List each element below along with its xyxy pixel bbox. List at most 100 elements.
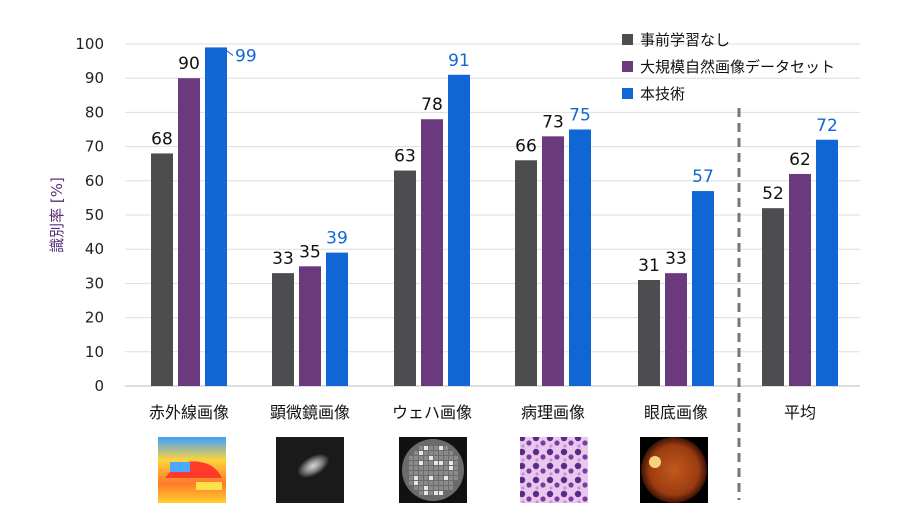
data-label: 75 — [569, 106, 591, 126]
wafer-die — [424, 491, 428, 495]
data-label: 99 — [235, 46, 257, 66]
wafer-thumbnail — [399, 437, 467, 503]
y-tick-label: 30 — [85, 274, 104, 292]
bar — [326, 252, 348, 386]
data-label: 33 — [665, 249, 687, 269]
wafer-die — [444, 471, 448, 475]
bar — [515, 160, 537, 386]
wafer-die — [419, 481, 423, 485]
data-label: 39 — [326, 229, 348, 249]
bars — [151, 47, 838, 387]
wafer-die — [439, 481, 443, 485]
wafer-die — [414, 456, 418, 460]
wafer-die — [429, 476, 433, 480]
wafer-die — [434, 481, 438, 485]
wafer-die — [434, 456, 438, 460]
wafer-die — [454, 476, 458, 480]
x-tick-label: 赤外線画像 — [149, 403, 229, 422]
wafer-die — [439, 486, 443, 490]
wafer-die — [434, 476, 438, 480]
wafer-die — [409, 481, 413, 485]
y-tick-label: 0 — [94, 377, 104, 395]
data-label: 66 — [515, 136, 537, 156]
y-tick-label: 90 — [85, 69, 104, 87]
wafer-die — [414, 476, 418, 480]
wafer-die — [434, 491, 438, 495]
wafer-die — [449, 466, 453, 470]
wafer-die — [444, 456, 448, 460]
wafer-die — [424, 451, 428, 455]
wafer-die — [429, 451, 433, 455]
bar — [151, 153, 173, 386]
wafer-die — [439, 446, 443, 450]
wafer-die — [424, 461, 428, 465]
wafer-die — [444, 461, 448, 465]
wafer-die — [449, 471, 453, 475]
data-label: 72 — [816, 116, 838, 136]
bar — [789, 173, 811, 386]
bar — [638, 279, 660, 386]
wafer-die — [424, 481, 428, 485]
category-labels: 赤外線画像 顕微鏡画像 ウェハ画像 病理画像 眼底画像 平均 — [149, 403, 816, 422]
wafer-die — [424, 466, 428, 470]
bar — [762, 208, 784, 386]
wafer-die — [444, 466, 448, 470]
x-tick-label: 眼底画像 — [644, 403, 708, 422]
wafer-die — [424, 476, 428, 480]
wafer-die — [424, 456, 428, 460]
wafer-die — [409, 456, 413, 460]
wafer-die — [424, 471, 428, 475]
wafer-die — [429, 486, 433, 490]
wafer-die — [444, 451, 448, 455]
bar — [816, 139, 838, 386]
wafer-die — [439, 476, 443, 480]
bar — [205, 47, 227, 387]
wafer-die — [444, 476, 448, 480]
wafer-die — [409, 471, 413, 475]
wafer-die — [429, 446, 433, 450]
infrared-thumbnail — [158, 437, 226, 503]
bar — [272, 273, 294, 386]
wafer-die — [414, 451, 418, 455]
wafer-die — [409, 466, 413, 470]
wafer-die — [419, 456, 423, 460]
wafer-die — [429, 471, 433, 475]
wafer-die — [439, 491, 443, 495]
y-tick-label: 100 — [75, 35, 104, 53]
data-label: 73 — [542, 112, 564, 132]
y-tick-label: 50 — [85, 206, 104, 224]
data-label: 31 — [638, 256, 660, 276]
data-label: 52 — [762, 184, 784, 204]
data-label: 68 — [151, 129, 173, 149]
wafer-die — [429, 491, 433, 495]
wafer-die — [454, 466, 458, 470]
wafer-die — [414, 471, 418, 475]
legend-swatch — [622, 61, 633, 72]
wafer-die — [434, 486, 438, 490]
y-tick-label: 80 — [85, 103, 104, 121]
wafer-die — [429, 461, 433, 465]
wafer-die — [419, 476, 423, 480]
wafer-die — [429, 466, 433, 470]
y-tick-label: 40 — [85, 240, 104, 258]
y-tick-label: 60 — [85, 172, 104, 190]
wafer-die — [454, 471, 458, 475]
bar — [542, 136, 564, 386]
data-label: 63 — [394, 147, 416, 167]
wafer-die — [409, 461, 413, 465]
microscope-thumbnail — [276, 437, 344, 503]
legend-swatch — [622, 34, 633, 45]
wafer-die — [434, 471, 438, 475]
bar — [692, 191, 714, 386]
bar — [421, 119, 443, 387]
wafer-die — [419, 471, 423, 475]
wafer-die — [449, 481, 453, 485]
wafer-die — [439, 471, 443, 475]
bar — [178, 78, 200, 386]
wafer-die — [449, 461, 453, 465]
legend-swatch — [622, 88, 633, 99]
wafer-die — [424, 446, 428, 450]
